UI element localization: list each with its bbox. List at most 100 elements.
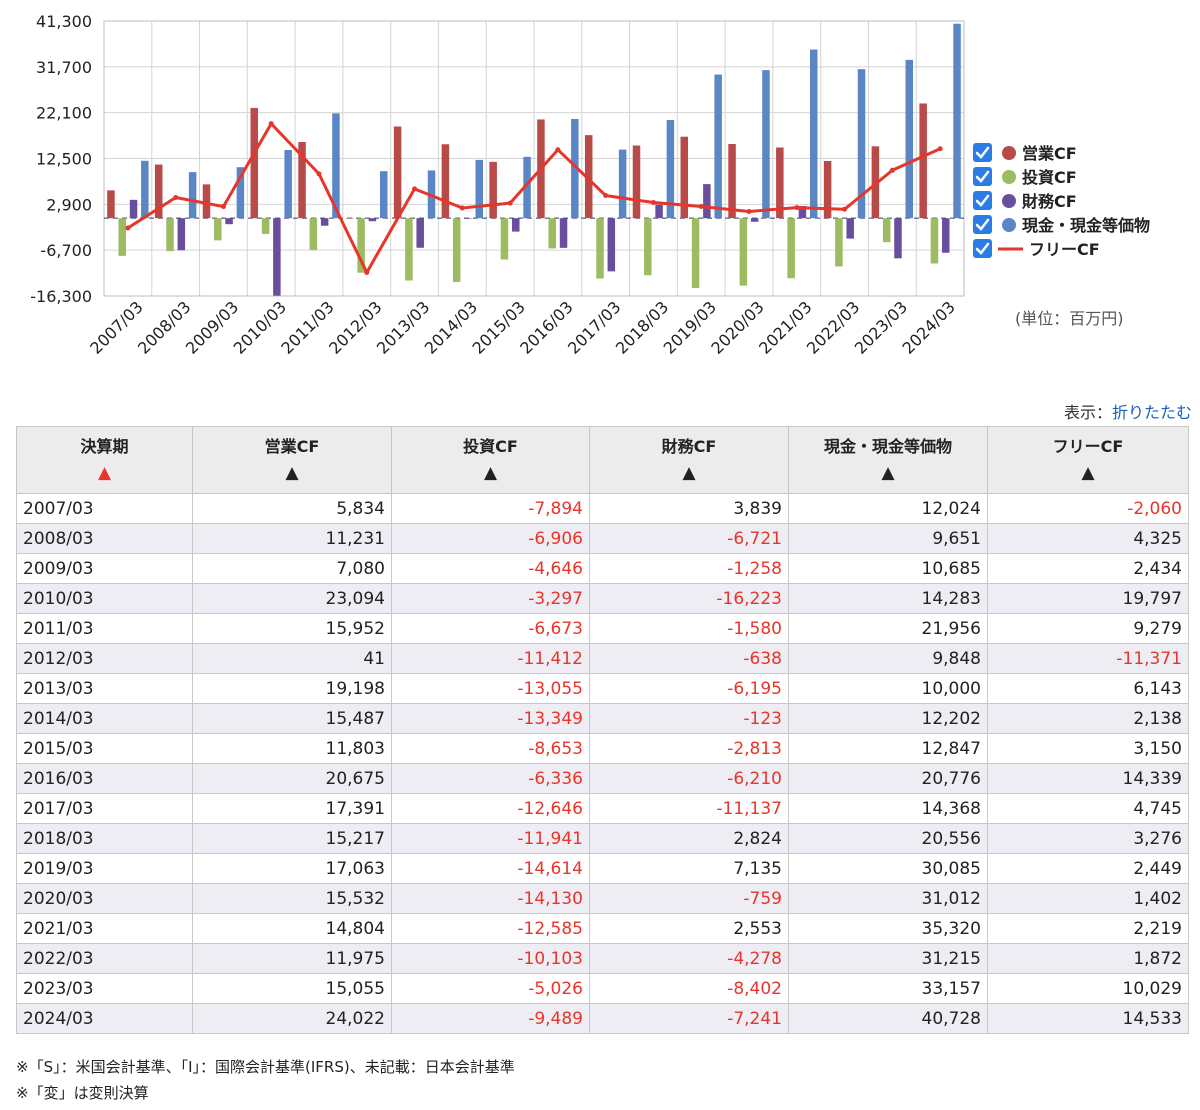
- free-cf-point[interactable]: [364, 269, 370, 275]
- investing-cf-bar[interactable]: [930, 218, 939, 264]
- sort-arrow-icon[interactable]: ▲: [97, 463, 112, 483]
- operating-cf-bar[interactable]: [776, 147, 784, 219]
- investing-cf-bar[interactable]: [644, 218, 652, 276]
- header-investing-cf[interactable]: 投資CF ▲: [391, 426, 590, 494]
- free-cf-point[interactable]: [125, 225, 131, 231]
- financing-cf-bar[interactable]: [559, 218, 568, 248]
- cash-equivalents-bar[interactable]: [236, 167, 245, 219]
- free-cf-point[interactable]: [889, 167, 895, 173]
- investing-cf-bar[interactable]: [835, 218, 843, 267]
- sort-arrow-icon[interactable]: ▲: [483, 463, 498, 483]
- financing-cf-bar[interactable]: [177, 218, 186, 251]
- header-cash-equivalents[interactable]: 現金・現金等価物 ▲: [788, 426, 988, 494]
- financing-cf-bar[interactable]: [703, 184, 711, 219]
- financing-cf-bar[interactable]: [416, 218, 424, 248]
- free-cf-point[interactable]: [937, 146, 943, 152]
- legend-operating-cf[interactable]: 営業CF: [973, 143, 1077, 163]
- investing-cf-bar[interactable]: [548, 218, 556, 249]
- operating-cf-bar[interactable]: [250, 107, 259, 219]
- financing-cf-bar[interactable]: [750, 218, 759, 222]
- free-cf-point[interactable]: [555, 147, 561, 153]
- investing-cf-bar[interactable]: [309, 218, 318, 251]
- financing-cf-bar[interactable]: [129, 199, 138, 219]
- checkbox-icon[interactable]: [973, 191, 992, 210]
- free-cf-point[interactable]: [698, 203, 704, 209]
- header-period[interactable]: 決算期 ▲: [16, 426, 193, 494]
- header-financing-cf[interactable]: 財務CF ▲: [589, 426, 789, 494]
- legend-investing-cf[interactable]: 投資CF: [973, 167, 1077, 187]
- header-operating-cf[interactable]: 営業CF ▲: [192, 426, 392, 494]
- operating-cf-bar[interactable]: [728, 144, 736, 219]
- sort-arrow-icon[interactable]: ▲: [1081, 463, 1095, 483]
- financing-cf-bar[interactable]: [607, 218, 616, 272]
- financing-cf-bar[interactable]: [655, 204, 663, 219]
- free-cf-point[interactable]: [173, 195, 179, 201]
- operating-cf-bar[interactable]: [584, 135, 593, 219]
- investing-cf-bar[interactable]: [787, 218, 795, 279]
- free-cf-point[interactable]: [507, 200, 513, 206]
- collapse-link[interactable]: 折りたたむ: [1111, 403, 1192, 422]
- investing-cf-bar[interactable]: [405, 218, 413, 281]
- cash-equivalents-bar[interactable]: [332, 113, 340, 219]
- cash-equivalents-bar[interactable]: [188, 172, 197, 219]
- cash-equivalents-bar[interactable]: [618, 149, 627, 219]
- financing-cf-bar[interactable]: [320, 218, 329, 226]
- sort-arrow-icon[interactable]: ▲: [881, 463, 895, 483]
- investing-cf-bar[interactable]: [118, 218, 126, 256]
- cash-equivalents-bar[interactable]: [953, 23, 961, 219]
- financing-cf-bar[interactable]: [512, 218, 520, 232]
- financing-cf-bar[interactable]: [846, 218, 854, 239]
- free-cf-point[interactable]: [603, 193, 609, 199]
- operating-cf-bar[interactable]: [298, 142, 306, 219]
- cash-equivalents-bar[interactable]: [284, 149, 292, 219]
- investing-cf-bar[interactable]: [596, 218, 604, 279]
- cash-equivalents-bar[interactable]: [857, 69, 866, 219]
- investing-cf-bar[interactable]: [739, 218, 748, 286]
- checkbox-icon[interactable]: [973, 167, 992, 186]
- financing-cf-bar[interactable]: [273, 218, 281, 296]
- checkbox-icon[interactable]: [973, 143, 992, 162]
- cash-equivalents-bar[interactable]: [571, 118, 579, 219]
- legend-financing-cf[interactable]: 財務CF: [973, 191, 1077, 211]
- checkbox-icon[interactable]: [973, 215, 992, 234]
- financing-cf-bar[interactable]: [798, 205, 807, 219]
- cash-equivalents-bar[interactable]: [762, 70, 770, 219]
- investing-cf-bar[interactable]: [166, 218, 174, 252]
- operating-cf-bar[interactable]: [489, 161, 497, 219]
- operating-cf-bar[interactable]: [441, 144, 450, 219]
- cash-equivalents-bar[interactable]: [379, 171, 388, 219]
- financing-cf-bar[interactable]: [942, 218, 950, 253]
- investing-cf-bar[interactable]: [452, 218, 461, 282]
- header-free-cf[interactable]: フリーCF ▲: [987, 426, 1189, 494]
- free-cf-point[interactable]: [459, 205, 465, 211]
- sort-arrow-icon[interactable]: ▲: [285, 463, 299, 483]
- operating-cf-bar[interactable]: [107, 190, 115, 219]
- sort-arrow-icon[interactable]: ▲: [682, 463, 696, 483]
- free-cf-point[interactable]: [794, 205, 800, 211]
- operating-cf-bar[interactable]: [154, 164, 163, 219]
- legend-free-cf[interactable]: フリーCF: [973, 239, 1100, 259]
- investing-cf-bar[interactable]: [882, 218, 891, 243]
- checkbox-icon[interactable]: [973, 239, 992, 258]
- free-cf-point[interactable]: [220, 204, 226, 210]
- free-cf-point[interactable]: [412, 186, 418, 192]
- investing-cf-bar[interactable]: [357, 218, 365, 273]
- cash-equivalents-bar[interactable]: [475, 159, 484, 219]
- free-cf-point[interactable]: [746, 208, 752, 214]
- free-cf-point[interactable]: [650, 200, 656, 206]
- investing-cf-bar[interactable]: [691, 218, 700, 288]
- operating-cf-bar[interactable]: [393, 126, 402, 219]
- operating-cf-bar[interactable]: [823, 161, 832, 219]
- free-cf-point[interactable]: [316, 171, 322, 177]
- operating-cf-bar[interactable]: [632, 145, 641, 219]
- legend-cash-equivalents[interactable]: 現金・現金等価物: [973, 215, 1150, 235]
- operating-cf-bar[interactable]: [346, 217, 354, 219]
- cash-equivalents-bar[interactable]: [141, 160, 149, 219]
- cash-equivalents-bar[interactable]: [905, 59, 914, 219]
- financing-cf-bar[interactable]: [464, 218, 472, 219]
- investing-cf-bar[interactable]: [214, 218, 222, 241]
- financing-cf-bar[interactable]: [225, 218, 233, 225]
- free-cf-line[interactable]: [127, 122, 941, 274]
- cash-equivalents-bar[interactable]: [666, 120, 675, 219]
- financing-cf-bar[interactable]: [368, 218, 377, 222]
